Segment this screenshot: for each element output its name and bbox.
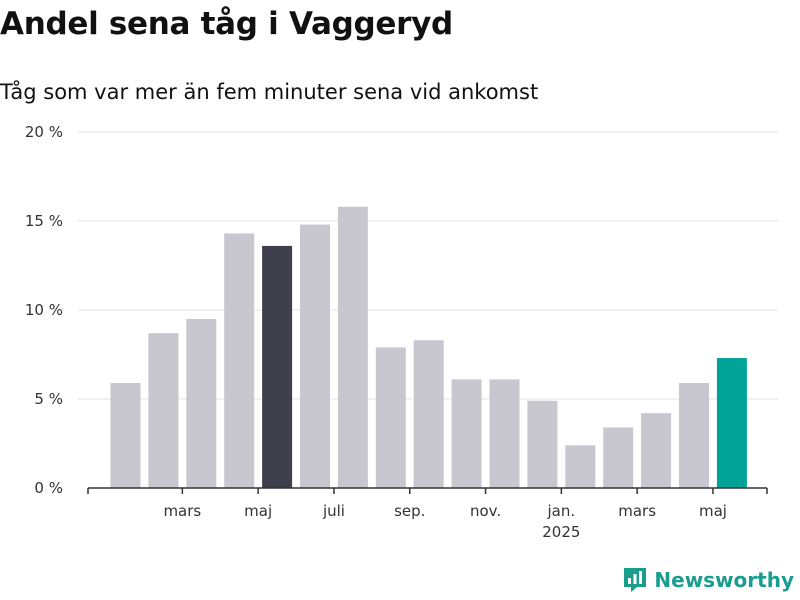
bar — [300, 224, 330, 488]
x-tick-label: mars — [163, 502, 201, 520]
bar — [186, 318, 217, 488]
bars — [110, 206, 747, 488]
bar — [641, 413, 672, 488]
bar — [451, 379, 482, 488]
bar — [337, 206, 368, 488]
chart-subtitle: Tåg som var mer än fem minuter sena vid … — [0, 80, 539, 104]
bar — [527, 400, 558, 488]
bar-chart: 0 % 5 % 10 % 15 % 20 % mars maj juli sep. nov. ja… — [25, 123, 778, 541]
x-tick-label: juli — [322, 502, 345, 520]
y-tick-label: 0 % — [34, 479, 63, 497]
x-axis — [87, 487, 768, 494]
bar — [489, 379, 520, 488]
x-axis-labels: mars maj juli sep. nov. jan. 2025 mars maj — [163, 502, 726, 541]
x-tick-year-label: 2025 — [542, 523, 580, 541]
bar — [110, 382, 141, 488]
x-tick-label: jan. — [547, 502, 576, 520]
y-tick-label: 5 % — [34, 390, 63, 408]
bar — [413, 340, 444, 488]
brand-name: Newsworthy — [654, 568, 794, 592]
y-axis-labels: 0 % 5 % 10 % 15 % 20 % — [25, 123, 63, 497]
x-tick-label: nov. — [470, 502, 501, 520]
chart-title: Andel sena tåg i Vaggeryd — [0, 6, 453, 42]
bar — [603, 427, 634, 488]
bar — [375, 347, 406, 488]
x-tick-label: mars — [618, 502, 656, 520]
newsworthy-logo-icon — [624, 568, 647, 592]
bar — [148, 333, 179, 488]
bar — [716, 358, 747, 488]
y-tick-label: 15 % — [25, 212, 63, 230]
y-tick-label: 20 % — [25, 123, 63, 141]
bar — [565, 445, 596, 488]
x-tick-label: maj — [699, 502, 727, 520]
bar — [262, 245, 293, 488]
x-tick-label: maj — [244, 502, 272, 520]
y-tick-label: 10 % — [25, 301, 63, 319]
bar — [679, 382, 709, 488]
x-tick-label: sep. — [394, 502, 425, 520]
newsworthy-logo: Newsworthy — [622, 566, 794, 594]
bar — [224, 233, 255, 488]
